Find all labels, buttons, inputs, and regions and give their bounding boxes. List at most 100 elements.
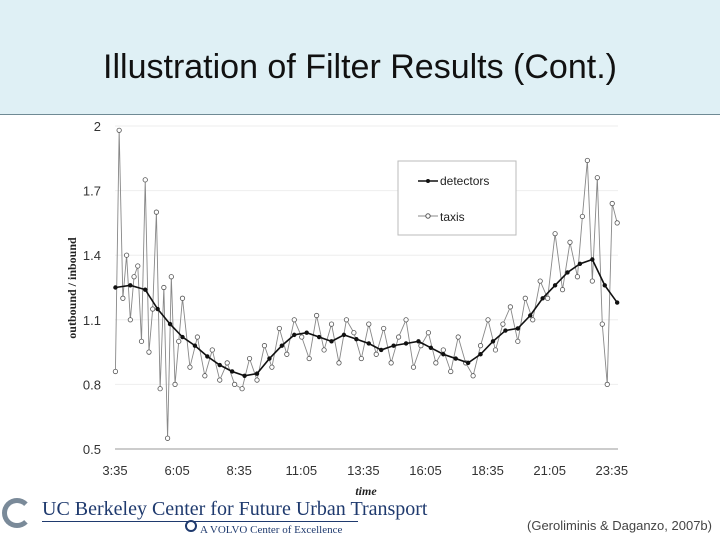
legend-detectors-marker [426, 179, 430, 183]
logo-line1: UC Berkeley Center for Future Urban Tran… [42, 498, 428, 520]
taxis-point [604, 381, 610, 387]
detectors-point [515, 326, 521, 331]
taxis-point [388, 360, 394, 366]
taxis-point [574, 274, 581, 280]
taxis-point [594, 175, 600, 181]
taxis-point [530, 317, 536, 323]
taxis-point [291, 317, 297, 323]
taxis-point [306, 355, 312, 362]
detectors-point [614, 300, 620, 305]
taxis-point [579, 213, 586, 220]
taxis-point [351, 330, 357, 336]
taxis-point [373, 351, 379, 357]
detectors-point [379, 347, 384, 353]
x-axis-label: time [355, 484, 377, 498]
x-tick-label: 18:35 [471, 463, 504, 478]
x-tick-label: 16:05 [409, 463, 442, 478]
taxis-point [448, 368, 454, 375]
taxis-point [269, 364, 275, 370]
detectors-point [316, 334, 322, 340]
taxis-point [584, 157, 590, 164]
taxis-point [485, 317, 491, 323]
logo-mark-icon [2, 498, 32, 528]
detectors-point [304, 330, 309, 335]
detectors-point [180, 334, 185, 340]
taxis-point [567, 239, 573, 245]
detectors-point [577, 261, 583, 267]
taxis-point [153, 209, 160, 215]
taxis-point [246, 355, 253, 362]
slide-title: Illustration of Filter Results (Cont.) [103, 48, 617, 86]
logo-line2: A VOLVO Center of Excellence [200, 524, 343, 536]
y-tick-label: 2 [94, 119, 101, 134]
taxis-point [127, 317, 133, 323]
chart: 0.50.81.11.41.723:35 6:05 8:35 11:05 13:35 16… [65, 119, 629, 498]
taxis-point [254, 377, 260, 383]
legend-taxis-marker [425, 213, 431, 219]
taxis-point [168, 274, 174, 280]
taxis-point [142, 177, 148, 183]
taxis-point [187, 364, 193, 370]
taxis-point [172, 381, 178, 387]
slide-header: Illustration of Filter Results (Cont.) [0, 0, 720, 115]
y-tick-label: 0.5 [83, 442, 101, 457]
taxis-point [314, 312, 320, 319]
detectors-point [391, 343, 396, 348]
taxis-point [232, 381, 238, 387]
taxis-point [179, 295, 186, 301]
taxis-point [492, 347, 499, 353]
detectors-point [279, 343, 285, 348]
x-tick-label: 21:05 [533, 463, 566, 478]
detectors-point [292, 332, 297, 338]
detectors-point [128, 283, 133, 288]
y-tick-label: 1.1 [83, 313, 101, 328]
detectors-point [155, 306, 160, 312]
taxis-point [135, 263, 141, 269]
legend-taxis-label: taxis [440, 210, 465, 224]
taxis-point [537, 278, 543, 284]
detectors-point [167, 321, 173, 327]
taxis-point [120, 295, 126, 301]
detectors-point [428, 345, 434, 350]
detectors-point [113, 285, 118, 290]
taxis-point [112, 368, 119, 375]
detectors-point [329, 339, 334, 344]
detectors-point [354, 336, 359, 342]
detectors-point [192, 343, 198, 348]
taxis-point [328, 321, 335, 327]
taxis-point [381, 325, 387, 332]
taxis-point [589, 278, 595, 284]
detectors-point [490, 339, 496, 344]
taxis-point [321, 347, 327, 353]
x-tick-label: 11:05 [286, 463, 318, 478]
taxis-point [176, 338, 182, 344]
taxis-point [455, 334, 461, 340]
taxis-point [433, 360, 439, 366]
y-axis-label: outbound / inbound [65, 237, 79, 339]
x-tick-label: 3:35 [102, 463, 127, 478]
taxis-point [522, 295, 528, 301]
detectors-point [242, 373, 247, 378]
x-tick-label: 23:35 [596, 463, 629, 478]
taxis-point [239, 386, 245, 392]
detectors-point [366, 341, 371, 346]
logo-rule [42, 521, 358, 522]
detectors-point [416, 339, 421, 344]
detectors-point [528, 313, 533, 318]
taxis-point [124, 252, 130, 258]
detectors-point [217, 362, 222, 368]
taxis-point [164, 435, 171, 441]
x-tick-label: 6:05 [164, 463, 189, 478]
taxis-point [395, 334, 402, 340]
taxis-point [552, 231, 558, 237]
detectors-point [341, 332, 347, 338]
taxis-point [336, 360, 342, 366]
y-tick-label: 1.4 [83, 248, 101, 263]
x-tick-label: 8:35 [227, 463, 252, 478]
ucb-logo: UC Berkeley Center for Future Urban Tran… [0, 492, 428, 540]
taxis-point [599, 321, 605, 327]
detectors-point [465, 360, 471, 366]
taxis-line [114, 130, 618, 439]
detectors-point [254, 371, 260, 376]
detectors-point [143, 287, 148, 292]
